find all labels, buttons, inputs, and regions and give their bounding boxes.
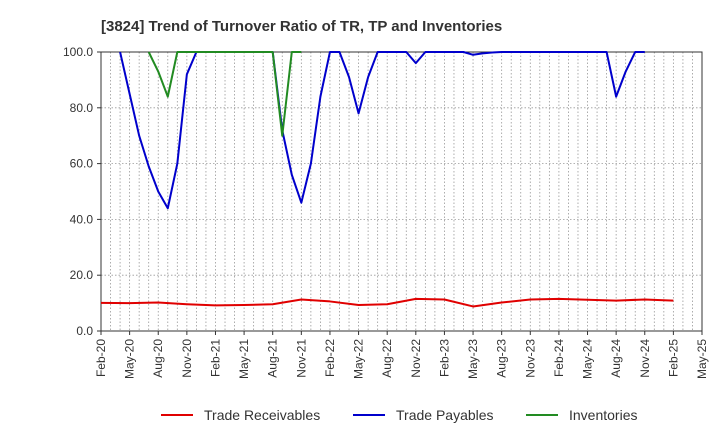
x-tick-label: Aug-22 — [380, 339, 394, 378]
x-tick-label: Feb-20 — [94, 339, 108, 377]
x-tick-label: May-22 — [352, 339, 366, 379]
x-tick-label: Nov-24 — [638, 339, 652, 378]
y-tick-label: 60.0 — [70, 157, 94, 171]
x-tick-label: Aug-20 — [151, 339, 165, 378]
x-tick-label: Feb-22 — [323, 339, 337, 377]
x-tick-label: Nov-22 — [409, 339, 423, 378]
x-tick-label: Aug-23 — [495, 339, 509, 378]
x-tick-label: May-24 — [581, 339, 595, 379]
x-tick-label: May-23 — [466, 339, 480, 379]
x-tick-label: Feb-25 — [666, 339, 680, 377]
x-tick-label: Feb-24 — [552, 339, 566, 377]
series-lines — [100, 51, 674, 308]
y-tick-label: 0.0 — [76, 324, 93, 338]
x-tick-label: Nov-21 — [294, 339, 308, 378]
legend: Trade Receivables Trade Payables Inventori… — [161, 407, 637, 423]
legend-label-trade-receivables: Trade Receivables — [204, 407, 320, 423]
x-tick-label: Aug-24 — [609, 339, 623, 378]
axes: 0.0 20.0 40.0 60.0 80.0 100.0 Feb-20 May-20 Aug-… — [63, 45, 709, 379]
x-tick-label: Nov-20 — [180, 339, 194, 378]
y-tick-label: 80.0 — [70, 101, 94, 115]
x-tick-label: May-21 — [237, 339, 251, 379]
x-tick-label: Feb-21 — [208, 339, 222, 377]
legend-label-inventories: Inventories — [569, 407, 637, 423]
series-line-inventories — [147, 51, 302, 137]
y-tick-label: 40.0 — [70, 212, 94, 226]
series-line-trade-receivables — [100, 297, 674, 308]
x-tick-label: Feb-23 — [437, 339, 451, 377]
grid — [101, 52, 702, 331]
chart-title: [3824] Trend of Turnover Ratio of TR, TP… — [101, 18, 502, 35]
x-tick-label: Nov-23 — [523, 339, 537, 378]
y-tick-label: 20.0 — [70, 268, 94, 282]
x-tick-label: May-20 — [123, 339, 137, 379]
plot-frame — [100, 51, 703, 332]
series-line-trade-payables — [119, 51, 645, 210]
y-tick-label: 100.0 — [63, 45, 93, 59]
legend-label-trade-payables: Trade Payables — [396, 407, 494, 423]
x-tick-label: May-25 — [695, 339, 709, 379]
x-tick-label: Aug-21 — [266, 339, 280, 378]
